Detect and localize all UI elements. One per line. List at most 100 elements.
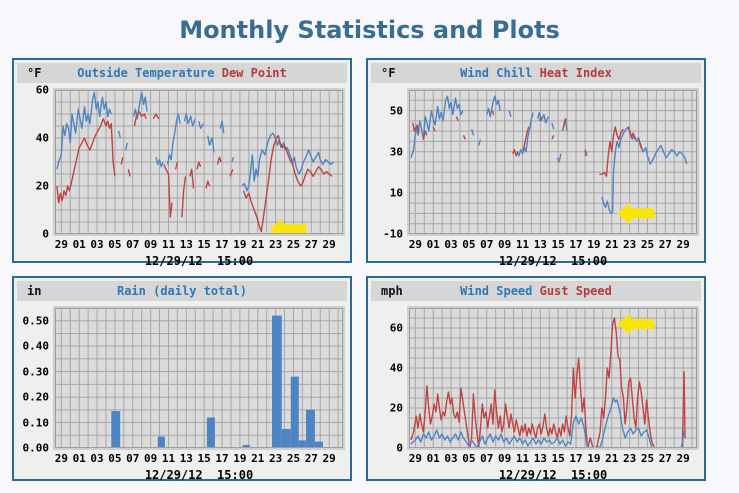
y-tick-label: 0.50 (22, 314, 50, 328)
x-tick-label: 05 (108, 452, 122, 465)
rain-bar (206, 417, 215, 448)
title-spacer (532, 66, 539, 80)
x-tick-label: 17 (569, 238, 583, 251)
x-tick-label: 29 (676, 452, 690, 465)
x-tick-label: 29 (322, 452, 336, 465)
x-tick-label: 01 (426, 238, 440, 251)
y-tick-label: 20 (389, 401, 403, 415)
rain-bar (314, 441, 323, 448)
plot-border (55, 90, 343, 234)
x-tick-label: 25 (640, 238, 655, 251)
chart-header: mph Wind Speed Gust Speed (371, 281, 701, 301)
y-tick-label: 20 (35, 179, 49, 193)
x-tick-label: 29 (322, 238, 336, 251)
x-tick-label: 21 (605, 452, 619, 465)
x-tick-label: 23 (268, 238, 283, 251)
chart-title-primary: Outside Temperature (77, 66, 215, 80)
plot-area (407, 306, 699, 450)
x-tick-label: 21 (251, 238, 265, 251)
x-tick-label: 11 (515, 452, 530, 465)
y-tick-label: 0.10 (22, 416, 50, 430)
x-tick-label: 09 (497, 238, 512, 251)
x-tick-label: 23 (268, 452, 283, 465)
plot-area (53, 88, 345, 236)
x-tick-label: 09 (497, 452, 512, 465)
rain-bar (111, 411, 121, 448)
x-axis-labels: 29 01 03 05 07 09 11 13 15 17 19 21 23 25 27 29 (17, 238, 347, 253)
x-tick-label: 21 (605, 238, 619, 251)
x-tick-label: 27 (304, 452, 318, 465)
x-tick-label: 11 (161, 238, 176, 251)
x-axis-labels: 29 01 03 05 07 09 11 13 15 17 19 21 23 25 27 29 (371, 452, 701, 467)
chart-header: °F Outside Temperature Dew Point (17, 63, 347, 83)
charts-grid: °F Outside Temperature Dew Point 60 40 20 0… (0, 58, 739, 482)
plot-row: 50 30 10 -10 (371, 88, 701, 241)
y-tick-label: 0.20 (22, 390, 50, 404)
series-line (56, 110, 333, 233)
unit-label: mph (381, 284, 403, 298)
y-tick-label: 10 (389, 186, 403, 200)
x-tick-label: 27 (304, 238, 318, 251)
x-tick-label: 09 (143, 452, 158, 465)
series-line (56, 91, 335, 192)
x-tick-label: 19 (587, 452, 601, 465)
x-tick-label: 03 (444, 452, 458, 465)
x-tick-label: 17 (215, 238, 229, 251)
plot-canvas (407, 88, 699, 236)
y-tick-label: 40 (35, 131, 49, 145)
x-tick-label: 25 (640, 452, 655, 465)
x-axis-labels: 29 01 03 05 07 09 11 13 15 17 19 21 23 25 27 29 (17, 452, 347, 467)
panel-wind-chill: °F Wind Chill Heat Index 50 30 10 -10 29 01 0… (366, 58, 706, 268)
y-tick-label: 0 (42, 227, 49, 241)
chart-title-primary: Wind Speed (460, 284, 533, 298)
y-axis-labels: 50 30 10 -10 (371, 88, 407, 240)
x-tick-label: 13 (533, 452, 547, 465)
rain-bar (298, 440, 306, 448)
x-tick-label: 03 (90, 452, 104, 465)
x-tick-label: 09 (143, 238, 158, 251)
axis-timestamp: 12/29/12 15:00 (144, 254, 254, 268)
x-tick-label: 19 (587, 238, 601, 251)
x-tick-label: 01 (72, 452, 86, 465)
panel-wind-speed: mph Wind Speed Gust Speed 60 40 20 0 29 01 03… (366, 276, 706, 482)
plot-canvas (53, 306, 345, 450)
callout-arrow-icon (269, 218, 307, 234)
x-tick-label: 13 (533, 238, 547, 251)
x-tick-label: 29 (54, 238, 68, 251)
x-tick-label: 17 (569, 452, 583, 465)
x-tick-label: 03 (444, 238, 458, 251)
x-tick-label: 11 (161, 452, 176, 465)
axis-timestamp: 12/29/12 15:00 (498, 468, 608, 482)
y-tick-label: 0 (396, 441, 403, 455)
x-tick-label: 07 (126, 238, 140, 251)
chart-title-secondary: Dew Point (221, 66, 287, 80)
chart-header: in Rain (daily total) (17, 281, 347, 301)
chart-title-secondary: Heat Index (539, 66, 612, 80)
chart-title-secondary: Gust Speed (539, 284, 612, 298)
chart-title: Rain (daily total) (17, 281, 347, 301)
y-tick-label: 40 (389, 361, 403, 375)
x-tick-label: 29 (54, 452, 68, 465)
plot-canvas (407, 306, 699, 450)
x-tick-label: 23 (622, 238, 637, 251)
unit-label: °F (381, 66, 396, 80)
chart-title: Wind Speed Gust Speed (371, 281, 701, 301)
y-tick-label: 0.30 (22, 365, 50, 379)
plot-row: 0.50 0.40 0.30 0.20 0.10 0.00 (17, 306, 347, 455)
plot-background (55, 308, 343, 448)
x-tick-label: 23 (622, 452, 637, 465)
y-tick-label: 60 (389, 321, 403, 335)
plot-canvas (53, 88, 345, 236)
x-tick-label: 01 (426, 452, 440, 465)
plot-border (409, 308, 697, 448)
x-axis-labels: 29 01 03 05 07 09 11 13 15 17 19 21 23 25 27 29 (371, 238, 701, 253)
x-tick-label: 15 (551, 452, 565, 465)
x-tick-label: 07 (480, 452, 494, 465)
y-tick-label: 60 (35, 83, 49, 97)
page-title: Monthly Statistics and Plots (179, 16, 560, 44)
series-line (410, 317, 686, 448)
x-tick-label: 21 (251, 452, 265, 465)
plot-area (53, 306, 345, 450)
unit-label: °F (27, 66, 42, 80)
callout-arrow-icon (617, 202, 655, 225)
